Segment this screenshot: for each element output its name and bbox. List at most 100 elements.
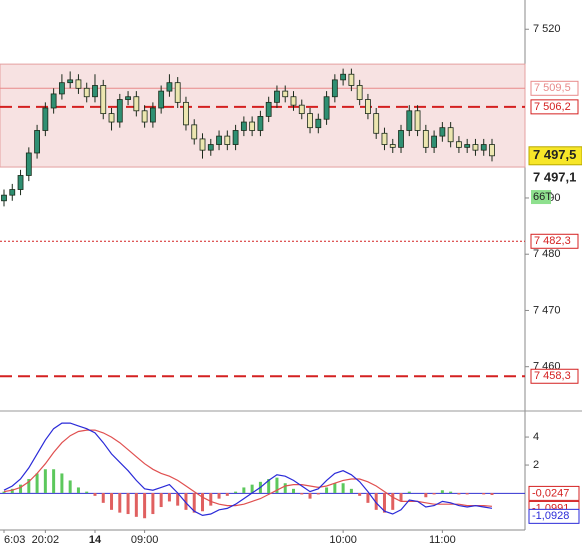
indicator-tick-label: 4 xyxy=(533,431,539,443)
price-label: 7 509,5 xyxy=(534,82,571,94)
candle-body xyxy=(381,132,388,145)
indicator-tick-label: 2 xyxy=(533,459,539,471)
histogram-bar xyxy=(366,493,370,503)
candle-body xyxy=(439,127,446,137)
histogram-bar xyxy=(308,493,312,499)
histogram-bar xyxy=(176,493,180,506)
histogram-bar xyxy=(283,483,287,494)
candle-body xyxy=(290,96,297,106)
histogram-bar xyxy=(382,493,386,513)
candle-body xyxy=(50,93,57,109)
histogram-bar xyxy=(325,487,329,494)
histogram-bar xyxy=(490,493,494,496)
histogram-bar xyxy=(391,493,395,510)
candle-body xyxy=(100,85,107,115)
candle-body xyxy=(298,104,305,115)
candle-body xyxy=(199,138,206,151)
candle-body xyxy=(1,194,7,202)
histogram-bar xyxy=(209,493,213,506)
candle-body xyxy=(249,121,256,131)
histogram-bar xyxy=(151,493,155,515)
candle-body xyxy=(25,152,32,176)
price-label: 7 458,3 xyxy=(534,370,571,382)
histogram-bar xyxy=(159,493,163,508)
y-tick-label: 7 520 xyxy=(533,23,561,35)
price-label-box xyxy=(530,368,579,384)
histogram-bar xyxy=(217,493,221,499)
candle-body xyxy=(108,113,115,123)
x-tick-label: 11:00 xyxy=(429,534,456,546)
histogram-bar xyxy=(134,493,138,517)
level-label: -0,0247 xyxy=(532,487,569,499)
candle-body xyxy=(489,144,495,157)
histogram-bar xyxy=(43,469,47,494)
candle-body xyxy=(331,79,338,98)
histogram-bar xyxy=(482,493,486,495)
candle-body xyxy=(42,107,49,131)
histogram-bar xyxy=(341,483,345,494)
histogram-bar xyxy=(19,484,23,494)
histogram-bar xyxy=(465,493,469,495)
x-tick-label: 14 xyxy=(89,534,102,546)
histogram-bar xyxy=(35,473,39,494)
histogram-bar xyxy=(250,484,254,494)
candle-body xyxy=(464,144,471,148)
candle-body xyxy=(166,82,173,92)
candle-body xyxy=(141,110,148,123)
last-price-label: 7 497,5 xyxy=(533,147,576,162)
price-label: 7 482,3 xyxy=(534,235,571,247)
histogram-bar xyxy=(60,473,64,494)
candle-body xyxy=(456,141,462,148)
histogram-bar xyxy=(167,493,171,502)
histogram-bar xyxy=(358,493,362,496)
candle-body xyxy=(406,110,413,131)
histogram-bar xyxy=(110,493,114,510)
price-zone xyxy=(0,63,526,168)
histogram-bar xyxy=(267,479,271,494)
level-label: -1,0928 xyxy=(532,510,569,522)
candle-body xyxy=(472,144,479,151)
candle-body xyxy=(75,79,82,89)
histogram-bar xyxy=(126,493,130,515)
histogram-bar xyxy=(68,480,72,494)
candle-body xyxy=(191,124,198,140)
candle-body xyxy=(431,135,438,148)
histogram-bar xyxy=(192,493,196,513)
histogram-bar xyxy=(432,493,436,495)
histogram-bar xyxy=(407,491,411,494)
candle-body xyxy=(389,144,396,148)
candle-body xyxy=(398,130,404,148)
candle-body xyxy=(323,96,330,120)
candle-body xyxy=(158,90,165,109)
candle-body xyxy=(373,113,380,134)
candle-body xyxy=(257,116,264,131)
candle-body xyxy=(240,121,247,131)
x-tick-label: 6:03 xyxy=(4,534,25,546)
candle-body xyxy=(174,82,181,103)
volume-tag-box xyxy=(531,190,551,205)
candle-body xyxy=(83,87,90,98)
histogram-bar xyxy=(349,488,353,494)
macd-line xyxy=(3,422,493,517)
candle-body xyxy=(274,90,280,103)
x-tick-label: 10:00 xyxy=(329,534,357,546)
histogram-bar xyxy=(275,477,279,494)
histogram-bar xyxy=(374,493,378,510)
histogram-bar xyxy=(457,493,461,495)
price-label-box xyxy=(530,99,579,115)
histogram-bar xyxy=(333,483,337,494)
histogram-bar xyxy=(27,479,31,494)
volume-tag: 66T xyxy=(533,191,552,203)
candle-body xyxy=(480,144,487,151)
candle-body xyxy=(183,101,189,126)
candle-body xyxy=(356,85,363,100)
histogram-bar xyxy=(300,493,304,495)
histogram-bar xyxy=(291,488,295,494)
histogram-bar xyxy=(85,491,89,494)
histogram-bar xyxy=(424,493,428,498)
last-price-box xyxy=(528,146,582,166)
candle-body xyxy=(17,175,24,190)
y-tick-label: 7 470 xyxy=(533,304,561,316)
candle-body xyxy=(116,99,123,123)
